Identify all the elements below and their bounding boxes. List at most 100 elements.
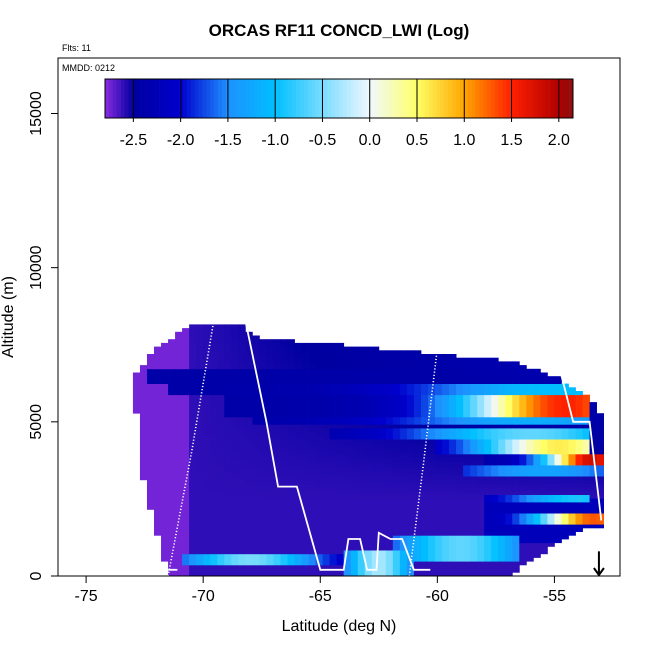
heatmap-cell	[526, 383, 534, 388]
heatmap-cell	[456, 550, 464, 555]
heatmap-cell	[210, 424, 218, 429]
heatmap-cell	[287, 509, 295, 514]
heatmap-cell	[385, 424, 394, 429]
heatmap-cell	[329, 431, 338, 436]
heatmap-cell	[540, 479, 548, 484]
heatmap-cell	[491, 524, 499, 529]
heatmap-cell	[154, 468, 162, 473]
heatmap-cell	[132, 376, 141, 381]
heatmap-cell	[343, 383, 352, 388]
heatmap-cell	[596, 416, 604, 421]
heatmap-cell	[420, 457, 429, 462]
heatmap-cell	[582, 476, 590, 481]
heatmap-cell	[435, 531, 443, 536]
heatmap-cell	[554, 476, 562, 481]
heatmap-cell	[463, 550, 471, 555]
colorbar-segment	[350, 79, 355, 118]
heatmap-cell	[533, 372, 541, 377]
heatmap-cell	[357, 531, 366, 536]
heatmap-cell	[139, 468, 148, 473]
heatmap-cell	[139, 446, 148, 451]
heatmap-cell	[582, 524, 590, 529]
heatmap-cell	[350, 357, 359, 362]
heatmap-cell	[561, 509, 569, 514]
heatmap-cell	[175, 487, 183, 492]
heatmap-cell	[343, 442, 352, 447]
heatmap-cell	[406, 376, 415, 381]
heatmap-cell	[399, 409, 408, 414]
heatmap-cell	[540, 453, 548, 458]
colorbar-segment	[112, 79, 117, 118]
heatmap-cell	[252, 483, 260, 488]
heatmap-cell	[498, 413, 506, 418]
heatmap-cell	[456, 483, 464, 488]
heatmap-cell	[575, 527, 583, 532]
heatmap-cell	[161, 535, 169, 540]
heatmap-cell	[182, 361, 190, 366]
heatmap-cell	[561, 468, 569, 473]
heatmap-cell	[294, 509, 302, 514]
heatmap-cell	[392, 479, 401, 484]
heatmap-cell	[238, 476, 246, 481]
heatmap-cell	[547, 379, 555, 384]
heatmap-cell	[322, 465, 331, 470]
heatmap-cell	[322, 398, 331, 403]
heatmap-cell	[273, 413, 281, 418]
heatmap-cell	[568, 428, 576, 433]
heatmap-cell	[168, 490, 176, 495]
heatmap-cell	[371, 368, 380, 373]
heatmap-cell	[238, 468, 246, 473]
heatmap-cell	[231, 405, 239, 410]
heatmap-cell	[245, 383, 253, 388]
heatmap-cell	[280, 402, 288, 407]
heatmap-cell	[231, 476, 239, 481]
heatmap-cell	[463, 431, 471, 436]
heatmap-cell	[371, 476, 380, 481]
heatmap-cell	[406, 365, 415, 370]
heatmap-cell	[357, 483, 366, 488]
heatmap-cell	[266, 446, 274, 451]
heatmap-cell	[484, 387, 492, 392]
heatmap-cell	[210, 457, 218, 462]
heatmap-cell	[463, 539, 471, 544]
heatmap-cell	[526, 394, 534, 399]
heatmap-cell	[413, 402, 422, 407]
heatmap-cell	[568, 531, 576, 536]
heatmap-cell	[301, 535, 309, 540]
heatmap-cell	[231, 546, 239, 551]
heatmap-cell	[357, 409, 366, 414]
heatmap-cell	[287, 346, 295, 351]
heatmap-cell	[456, 391, 464, 396]
heatmap-cell	[582, 442, 590, 447]
heatmap-cell	[287, 524, 295, 529]
heatmap-cell	[168, 524, 176, 529]
heatmap-cell	[413, 546, 422, 551]
heatmap-cell	[413, 564, 422, 569]
heatmap-cell	[357, 428, 366, 433]
heatmap-cell	[231, 324, 239, 329]
heatmap-cell	[266, 516, 274, 521]
heatmap-cell	[294, 542, 302, 547]
heatmap-cell	[463, 387, 471, 392]
heatmap-cell	[175, 505, 183, 510]
heatmap-cell	[308, 561, 316, 566]
heatmap-cell	[547, 494, 555, 499]
heatmap-cell	[357, 376, 366, 381]
heatmap-cell	[350, 424, 359, 429]
heatmap-cell	[470, 391, 478, 396]
heatmap-cell	[435, 542, 443, 547]
heatmap-cell	[168, 365, 176, 370]
heatmap-cell	[519, 542, 527, 547]
heatmap-cell	[238, 350, 246, 355]
heatmap-cell	[357, 527, 366, 532]
heatmap-cell	[470, 472, 478, 477]
heatmap-cell	[561, 413, 569, 418]
heatmap-cell	[175, 357, 183, 362]
heatmap-cell	[463, 465, 471, 470]
heatmap-cell	[442, 405, 450, 410]
heatmap-cell	[512, 516, 520, 521]
heatmap-cell	[456, 450, 464, 455]
heatmap-cell	[259, 453, 267, 458]
heatmap-cell	[364, 557, 373, 562]
heatmap-cell	[203, 490, 211, 495]
